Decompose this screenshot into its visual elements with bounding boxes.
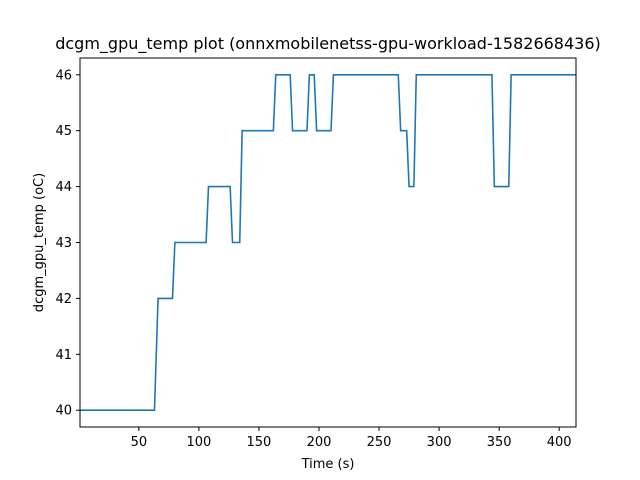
- series-line-0: [80, 73, 576, 412]
- x-tick-label: 350: [487, 435, 512, 450]
- x-tick-label: 150: [247, 435, 272, 450]
- tick-layer: 50 100 150 200 250 300 350 400 40 41 42 43 44 45 46: [55, 68, 571, 450]
- y-tick-label: 46: [55, 68, 72, 83]
- chart-title: dcgm_gpu_temp plot (onnxmobilenetss-gpu-…: [55, 34, 601, 54]
- x-tick-label: 100: [186, 435, 211, 450]
- x-tick-label: 200: [307, 435, 332, 450]
- data-layer: [80, 73, 576, 412]
- y-axis-label: dcgm_gpu_temp (oC): [32, 173, 47, 312]
- y-tick-label: 41: [55, 348, 72, 363]
- x-tick-label: 400: [547, 435, 572, 450]
- y-tick-label: 44: [55, 180, 72, 195]
- x-tick-label: 50: [131, 435, 148, 450]
- x-tick-label: 300: [427, 435, 452, 450]
- y-tick-label: 45: [55, 124, 72, 139]
- y-tick-label: 42: [55, 292, 72, 307]
- x-tick-label: 250: [367, 435, 392, 450]
- y-tick-label: 40: [55, 404, 72, 419]
- y-tick-label: 43: [55, 236, 72, 251]
- x-axis-label: Time (s): [301, 457, 355, 472]
- plot-frame: [79, 57, 577, 428]
